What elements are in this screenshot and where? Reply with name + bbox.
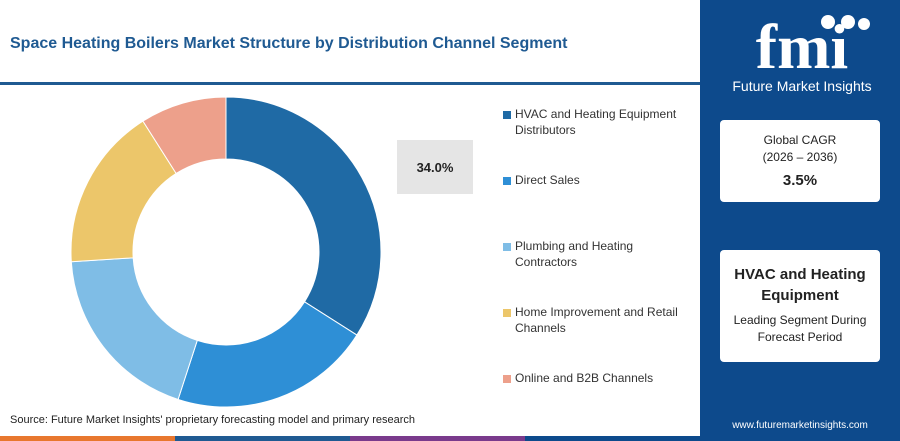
donut-slice-3 bbox=[70, 257, 198, 401]
cagr-period: (2026 – 2036) bbox=[762, 150, 838, 164]
legend-item: Direct Sales bbox=[503, 172, 695, 188]
legend-label: Online and B2B Channels bbox=[515, 371, 654, 385]
fmi-logo: fmi Future Market Insights bbox=[728, 10, 876, 102]
donut-slice-1 bbox=[225, 96, 382, 336]
footer-color-bar bbox=[0, 436, 700, 441]
footer-bar-segment bbox=[525, 436, 700, 441]
footer-bar-segment bbox=[175, 436, 350, 441]
cagr-card: Global CAGR (2026 – 2036) 3.5% bbox=[720, 120, 880, 202]
legend-swatch bbox=[503, 177, 511, 185]
leading-share-callout: 34.0% bbox=[397, 140, 473, 194]
cagr-label: Global CAGR bbox=[763, 133, 837, 147]
donut-slice-5 bbox=[142, 96, 227, 175]
source-note: Source: Future Market Insights' propriet… bbox=[10, 414, 415, 426]
legend-swatch bbox=[503, 243, 511, 251]
logo-rocket-icon bbox=[841, 15, 855, 29]
legend-swatch bbox=[503, 111, 511, 119]
legend-label: Plumbing and Heating Contractors bbox=[515, 239, 634, 269]
chart-panel: Space Heating Boilers Market Structure b… bbox=[0, 35, 700, 441]
legend-item: HVAC and Heating Equipment Distributors bbox=[503, 106, 695, 138]
fmi-logo-mark: fmi bbox=[756, 11, 870, 76]
leading-segment-card: HVAC and Heating Equipment Leading Segme… bbox=[720, 250, 880, 362]
logo-bulb-icon bbox=[858, 18, 870, 30]
leading-segment-title: HVAC and Heating Equipment bbox=[734, 266, 866, 304]
legend-label: HVAC and Heating Equipment Distributors bbox=[515, 107, 677, 137]
legend-swatch bbox=[503, 309, 511, 317]
legend-label: Home Improvement and Retail Channels bbox=[515, 305, 678, 335]
title-divider bbox=[0, 82, 700, 85]
leading-segment-subtitle: Leading Segment During Forecast Period bbox=[733, 313, 867, 344]
chart-title: Space Heating Boilers Market Structure b… bbox=[10, 35, 568, 52]
legend-item: Plumbing and Heating Contractors bbox=[503, 238, 695, 270]
footer-bar-segment bbox=[0, 436, 175, 441]
legend-item: Home Improvement and Retail Channels bbox=[503, 304, 695, 336]
info-sidebar: fmi Future Market Insights Global CAGR (… bbox=[700, 0, 900, 441]
logo-globe-icon bbox=[821, 15, 835, 29]
donut-slice-2 bbox=[177, 301, 358, 408]
footer-bar-segment bbox=[350, 436, 525, 441]
logo-wordmark: Future Market Insights bbox=[732, 78, 872, 94]
cagr-value: 3.5% bbox=[782, 172, 818, 189]
donut-chart bbox=[70, 96, 382, 408]
legend-swatch bbox=[503, 375, 511, 383]
legend-label: Direct Sales bbox=[515, 173, 580, 187]
website-url: www.futuremarketinsights.com bbox=[732, 420, 868, 431]
legend-item: Online and B2B Channels bbox=[503, 370, 695, 386]
